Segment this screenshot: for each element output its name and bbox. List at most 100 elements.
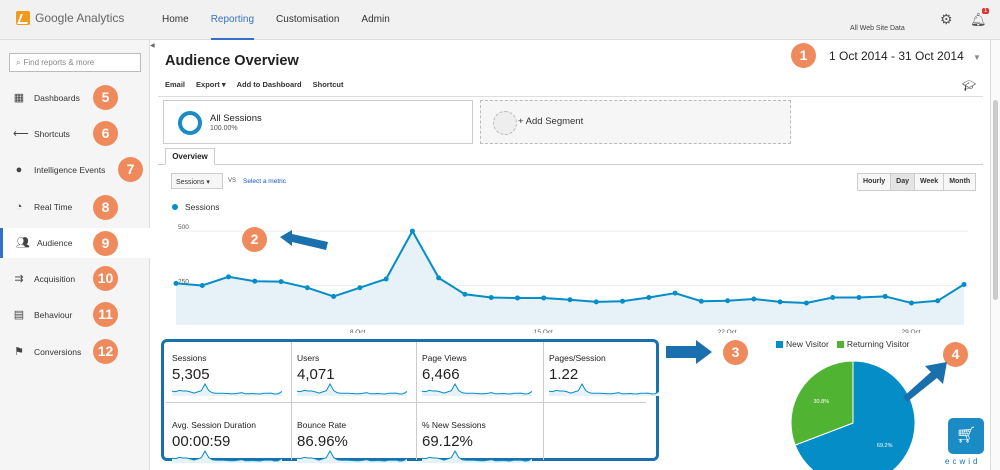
data-point: [672, 290, 678, 296]
tab-overview[interactable]: Overview: [165, 148, 215, 165]
legend-new-visitor[interactable]: New Visitor: [776, 339, 829, 349]
data-point: [698, 298, 704, 304]
graduation-cap-icon[interactable]: 🎓︎: [962, 80, 976, 92]
scorecard[interactable]: Sessions 5,305: [172, 340, 297, 398]
legend-swatch: [172, 204, 178, 210]
vertical-scrollbar[interactable]: [990, 40, 1000, 470]
data-point: [725, 298, 731, 304]
segment-name: All Sessions: [210, 113, 262, 124]
scorecard-panel: [161, 339, 659, 461]
clock-icon: ◔: [15, 201, 23, 213]
collapse-sidebar-icon[interactable]: ◀: [150, 43, 155, 49]
export-button[interactable]: Export ▾: [196, 80, 226, 89]
metric-select-value: Sessions: [176, 179, 205, 186]
add-segment-label: + Add Segment: [518, 116, 584, 127]
sidebar-item-label: Real Time: [34, 202, 73, 212]
sidebar-item-behaviour[interactable]: ▤ Behaviour: [0, 300, 150, 330]
data-point: [173, 280, 179, 286]
add-segment-button[interactable]: + Add Segment: [480, 100, 791, 144]
y-tick-label: 500: [178, 224, 189, 231]
search-input[interactable]: ⌕ Find reports & more: [9, 53, 141, 72]
nav-home[interactable]: Home: [162, 14, 189, 25]
sidebar-item-dashboards[interactable]: ▦ Dashboards: [0, 83, 150, 113]
nav-reporting[interactable]: Reporting: [210, 0, 255, 40]
layout-icon: ▤: [13, 309, 25, 321]
scorecard[interactable]: Users 4,071: [297, 340, 422, 398]
export-label: Export: [196, 80, 220, 89]
data-point: [304, 285, 310, 291]
logo[interactable]: Google Analytics: [16, 11, 124, 25]
data-point: [777, 299, 783, 305]
sparkline-area: [549, 384, 659, 396]
scorecard[interactable]: Avg. Session Duration 00:00:59: [172, 407, 297, 465]
bell-icon[interactable]: 🔔︎: [970, 12, 987, 27]
site-label[interactable]: All Web Site Data: [850, 25, 905, 32]
visitor-pie-chart: 69.2% 30.8%: [790, 360, 916, 470]
email-button[interactable]: Email: [165, 80, 186, 89]
nav-admin[interactable]: Admin: [361, 14, 390, 25]
scrollbar-thumb[interactable]: [993, 100, 998, 300]
legend-sessions: Sessions: [185, 202, 220, 212]
annotation-badge: 4: [943, 342, 968, 367]
sidebar-item-acquisition[interactable]: ⇉ Acquisition: [0, 264, 150, 294]
lightbulb-icon: ●: [15, 164, 23, 176]
hourly-button[interactable]: Hourly: [857, 173, 892, 191]
sparkline-line: [172, 382, 282, 395]
data-point: [908, 300, 914, 306]
main-content: Audience Overview 1 1 Oct 2014 - 31 Oct …: [158, 40, 990, 470]
annotation-badge: 9: [93, 231, 118, 256]
sparkline-line: [549, 382, 659, 395]
sidebar-item-real-time[interactable]: ◔ Real Time: [0, 192, 150, 222]
sidebar-item-label: Dashboards: [34, 93, 80, 103]
data-point: [961, 281, 967, 287]
sparkline-area: [172, 451, 282, 463]
sparkline: [422, 382, 532, 396]
chevron-down-icon[interactable]: ▼: [973, 53, 981, 62]
data-point: [383, 276, 389, 282]
data-point: [409, 228, 415, 234]
annotation-badge: 5: [93, 85, 118, 110]
scorecard-value: 5,305: [172, 366, 210, 383]
scorecard-divider: [291, 342, 292, 460]
granularity-toggle: Hourly Day Week Month: [857, 173, 977, 191]
nav-customisation[interactable]: Customisation: [276, 14, 340, 25]
scorecard-value: 1.22: [549, 366, 579, 383]
week-button[interactable]: Week: [914, 173, 945, 191]
segment-all-sessions[interactable]: All Sessions 100.00%: [163, 100, 473, 144]
divider: [158, 96, 983, 97]
date-range-picker[interactable]: 1 Oct 2014 - 31 Oct 2014: [829, 49, 964, 63]
slice-label: 30.8%: [813, 399, 829, 405]
sidebar-item-shortcuts[interactable]: ⟵ Shortcuts: [0, 119, 150, 149]
sidebar-item-audience[interactable]: 👥︎ Audience: [0, 228, 150, 258]
month-button[interactable]: Month: [943, 173, 977, 191]
sidebar-item-conversions[interactable]: ⚑ Conversions: [0, 337, 150, 367]
scorecard[interactable]: Page Views 6,466: [422, 340, 547, 398]
scorecard-divider: [166, 402, 646, 403]
scorecard[interactable]: Pages/Session 1.22: [549, 340, 674, 398]
scorecard[interactable]: % New Sessions 69.12%: [422, 407, 547, 465]
select-metric-link[interactable]: Select a metric: [243, 178, 286, 185]
legend-returning-visitor[interactable]: Returning Visitor: [836, 339, 910, 349]
scorecard-label: Users: [297, 353, 320, 363]
shortcut-button[interactable]: Shortcut: [312, 80, 344, 89]
vs-label: VS: [228, 178, 237, 184]
scorecard-value: 69.12%: [422, 433, 473, 450]
pie-slice: [790, 360, 854, 446]
top-bar: Google Analytics Home Reporting Customis…: [0, 0, 1000, 40]
ecwid-logo-text: ecwid: [945, 457, 981, 466]
logo-text: Google Analytics: [35, 11, 125, 25]
metric-select[interactable]: Sessions ▾: [171, 173, 223, 189]
annotation-arrow: [280, 230, 328, 250]
sparkline-area: [297, 384, 407, 396]
sidebar-item-intelligence-events[interactable]: ● Intelligence Events: [0, 155, 150, 185]
scorecard-divider: [416, 342, 417, 460]
sidebar-item-label: Shortcuts: [34, 129, 70, 139]
scorecard[interactable]: Bounce Rate 86.96%: [297, 407, 422, 465]
sparkline-line: [297, 382, 407, 395]
annotation-badge: 6: [93, 121, 118, 146]
shortcut-arrow-icon: ⟵: [13, 128, 29, 140]
add-to-dashboard-button[interactable]: Add to Dashboard: [236, 80, 302, 89]
people-icon: 👥︎: [16, 237, 30, 249]
day-button[interactable]: Day: [890, 173, 916, 191]
gear-icon[interactable]: ⚙: [940, 11, 953, 27]
